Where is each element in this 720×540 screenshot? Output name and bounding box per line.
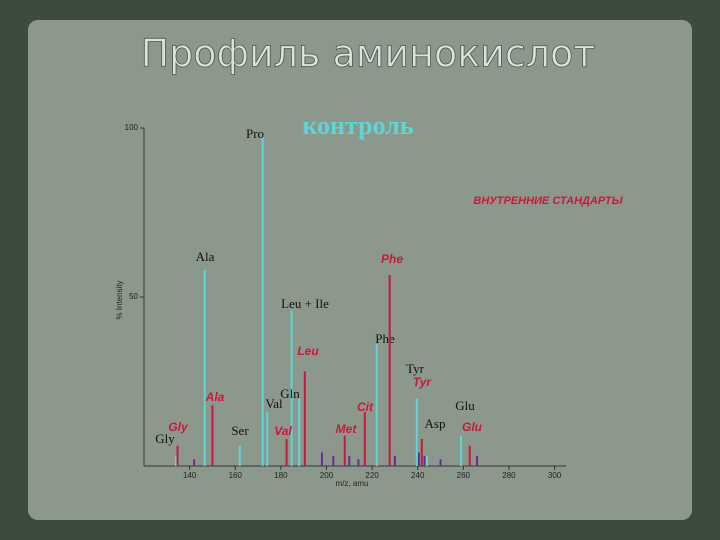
peak-label: Leu + Ile [281,296,329,311]
peak-label: Ala [196,249,215,264]
peak-label: Tyr [406,361,425,376]
peak-label: Ser [231,423,249,438]
peak-label: Val [274,424,292,438]
x-tick-label: 280 [502,471,516,480]
x-tick-label: 260 [457,471,471,480]
x-axis-title: m/z, amu [336,479,369,488]
x-tick-label: 160 [229,471,243,480]
slide-panel [28,20,692,520]
x-tick-label: 240 [411,471,425,480]
slide-title: Профиль аминокислот [141,32,596,76]
peak-label: Cit [357,400,374,414]
y-tick-label: 50 [129,292,138,301]
peak-label: Ala [205,390,225,404]
peak-label: Phe [375,331,395,346]
peak-label: Gly [155,431,175,446]
y-axis-title: % Intensity [115,280,124,319]
peak-label: Val [265,396,283,411]
x-tick-label: 140 [183,471,197,480]
peak-label: Glu [462,420,483,434]
x-tick-label: 220 [365,471,379,480]
peak-label: Phe [381,252,403,266]
x-tick-label: 180 [274,471,288,480]
peak-label: Asp [425,416,446,431]
y-tick-label: 100 [125,123,139,132]
peak-label: Tyr [413,375,433,389]
peak-label: Met [336,422,358,436]
x-tick-label: 200 [320,471,334,480]
series-title: контроль [302,111,413,140]
peak-label: Gly [168,420,189,434]
peak-label: Glu [455,398,475,413]
x-tick-label: 300 [548,471,562,480]
peak-label: Leu [297,344,319,358]
series-title: ВНУТРЕННИЕ СТАНДАРТЫ [473,195,623,207]
peak-label: Pro [246,126,264,141]
peak-label: Gln [280,386,300,401]
